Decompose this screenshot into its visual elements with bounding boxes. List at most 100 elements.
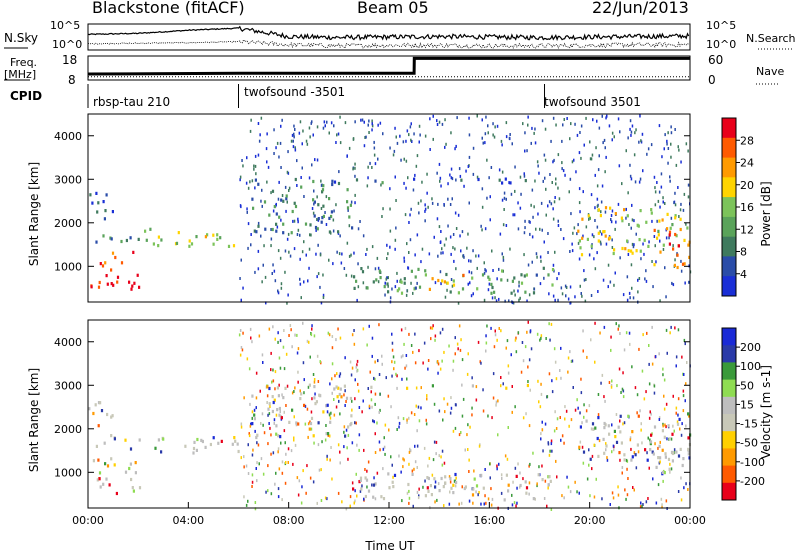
scatter-point [333,387,336,391]
scatter-point [501,143,503,147]
scatter-point [398,425,400,429]
scatter-point [280,441,282,445]
scatter-point [105,274,108,278]
colorbar-cell [722,431,736,449]
scatter-point [363,120,365,124]
scatter-point [408,133,410,137]
scatter-point [389,187,391,191]
scatter-point [659,205,661,209]
scatter-point [505,135,508,139]
scatter-point [325,195,328,199]
scatter-point [424,494,427,498]
scatter-point [424,207,427,211]
scatter-point [309,355,311,359]
scatter-point [236,442,239,446]
scatter-point [652,452,655,456]
scatter-point [547,204,549,208]
scatter-point [672,244,674,248]
scatter-point [441,247,443,251]
scatter-point [582,329,584,333]
scatter-point [622,422,624,426]
scatter-point [346,154,348,158]
scatter-point [435,440,438,444]
scatter-point [546,395,549,399]
scatter-point [248,367,251,371]
scatter-point [595,477,597,481]
scatter-point [249,327,252,331]
scatter-point [285,209,287,213]
scatter-point [667,147,670,150]
scatter-point [353,275,356,279]
scatter-point [344,434,347,438]
scatter-point [678,417,681,421]
scatter-point [664,202,666,205]
scatter-point [590,427,593,431]
scatter-point [281,194,284,197]
scatter-point [454,426,457,430]
scatter-point [286,200,288,204]
scatter-point [418,211,420,215]
scatter-point [615,413,618,416]
scatter-point [343,267,346,270]
scatter-point [287,232,290,236]
scatter-point [513,276,516,280]
scatter-point [252,206,255,210]
scatter-point [328,413,331,417]
scatter-point [588,404,591,408]
velocity-colorbar-tick-label: 15 [740,398,754,411]
scatter-point [543,240,545,244]
scatter-point [645,500,648,504]
velocity-colorbar-tick-label: 50 [740,379,754,392]
scatter-point [675,163,678,167]
scatter-point [389,207,391,211]
scatter-point [289,254,292,258]
scatter-point [437,371,439,375]
scatter-point [327,432,330,436]
scatter-point [347,457,349,461]
scatter-point [681,262,685,266]
scatter-point [540,432,542,436]
scatter-point [472,487,475,491]
scatter-point [324,124,326,128]
scatter-point [607,285,609,289]
nsky-label: N.Sky [4,31,38,45]
scatter-point [395,199,397,202]
scatter-point [394,285,397,289]
scatter-point [670,437,673,441]
scatter-point [354,378,356,382]
colorbar-cell [722,379,736,398]
scatter-point [366,485,368,489]
scatter-point [450,176,453,180]
scatter-point [249,129,252,133]
scatter-point [275,212,278,216]
scatter-point [646,451,648,455]
scatter-point [613,135,615,139]
panel-bg [88,320,690,508]
scatter-point [494,125,496,129]
scatter-point [634,180,637,184]
scatter-point [510,192,513,196]
scatter-point [535,273,538,277]
scatter-point [491,296,494,300]
scatter-point [263,431,266,435]
scatter-point [671,432,674,436]
scatter-point [339,450,341,454]
scatter-point [450,252,452,256]
scatter-point [336,133,338,137]
scatter-point [317,243,319,247]
scatter-point [341,252,343,256]
scatter-point [658,418,661,421]
scatter-point [377,266,380,270]
scatter-point [160,238,163,242]
scatter-point [540,382,542,386]
scatter-point [540,201,543,205]
scatter-point [281,118,283,122]
scatter-point [351,226,354,230]
scatter-point [507,426,509,429]
scatter-point [436,123,439,126]
scatter-point [320,301,323,305]
scatter-point [611,450,613,454]
scatter-point [417,405,420,409]
scatter-point [682,208,685,212]
scatter-point [633,488,635,492]
